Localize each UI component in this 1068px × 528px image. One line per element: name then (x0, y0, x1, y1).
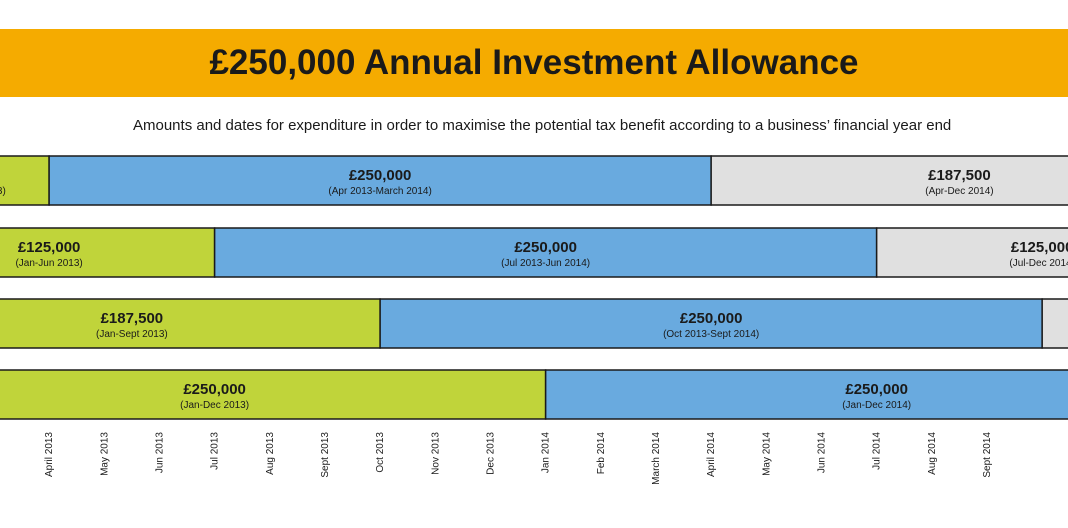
x-tick-label: Aug 2013 (265, 432, 276, 475)
bar-segment-grey (710, 155, 1068, 206)
x-tick-label: May 2013 (99, 432, 110, 476)
segment-amount-label: £187,500 (101, 310, 164, 327)
bar-segment-green (0, 298, 381, 349)
segment-period-label: (Jul 2013-Jun 2014) (501, 258, 590, 269)
bar-segment-green (0, 369, 547, 420)
x-tick-label: Sept 2013 (320, 432, 331, 478)
chart-subtitle: Amounts and dates for expenditure in ord… (133, 117, 952, 134)
bar-segment-blue (213, 227, 878, 278)
x-tick-label: Sept 2014 (982, 432, 993, 478)
x-tick-label: Nov 2013 (430, 432, 441, 475)
segment-amount-label: £187,500 (928, 167, 991, 184)
x-tick-label: Jul 2014 (872, 432, 883, 470)
x-tick-label: Jan 2014 (541, 432, 552, 474)
segment-period-label: (Jan-Dec 2014) (842, 400, 911, 411)
bar-segment-grey (1041, 298, 1068, 349)
chart-title: £250,000 Annual Investment Allowance (209, 43, 859, 82)
x-tick-label: Aug 2014 (927, 432, 938, 475)
segment-period-label: (Apr-Dec 2014) (925, 186, 993, 197)
segment-period-label: (Jan-Dec 2013) (180, 400, 249, 411)
segment-period-label: (Apr 2013-March 2014) (328, 186, 431, 197)
bar-segment-green (0, 155, 50, 206)
segment-period-label: (Jan-Jun 2013) (15, 258, 82, 269)
segment-period-label: (Jan-Sept 2013) (96, 329, 168, 340)
segment-amount-label: £250,000 (680, 310, 743, 327)
segment-amount-label: £250,000 (349, 167, 412, 184)
x-tick-label: May 2014 (761, 432, 772, 476)
segment-amount-label: £250,000 (514, 239, 577, 256)
x-tick-label: Oct 2013 (375, 432, 386, 473)
x-tick-label: Jun 2013 (154, 432, 165, 474)
segment-amount-label: £125,000 (1011, 239, 1068, 256)
bar-segment-grey (875, 227, 1068, 278)
bar-segment-blue (544, 369, 1068, 420)
x-tick-label: April 2014 (706, 432, 717, 477)
segment-period-label: (Jan-March 2013) (0, 186, 6, 197)
segment-amount-label: £250,000 (845, 381, 908, 398)
segment-period-label: (Oct 2013-Sept 2014) (663, 329, 759, 340)
x-tick-label: April 2013 (44, 432, 55, 477)
segment-amount-label: £250,000 (183, 381, 246, 398)
bar-segment-blue (379, 298, 1043, 349)
segment-amount-label: £125,000 (18, 239, 81, 256)
x-tick-label: Dec 2013 (485, 432, 496, 475)
x-tick-label: Jun 2014 (816, 432, 827, 474)
segment-period-label: (Jul-Dec 2014) (1009, 258, 1068, 269)
x-tick-label: March 2014 (651, 432, 662, 485)
x-tick-label: Feb 2014 (596, 432, 607, 475)
x-tick-label: Jul 2013 (210, 432, 221, 470)
title-band: £250,000 Annual Investment Allowance (0, 29, 1068, 97)
bar-segment-green (0, 227, 216, 278)
